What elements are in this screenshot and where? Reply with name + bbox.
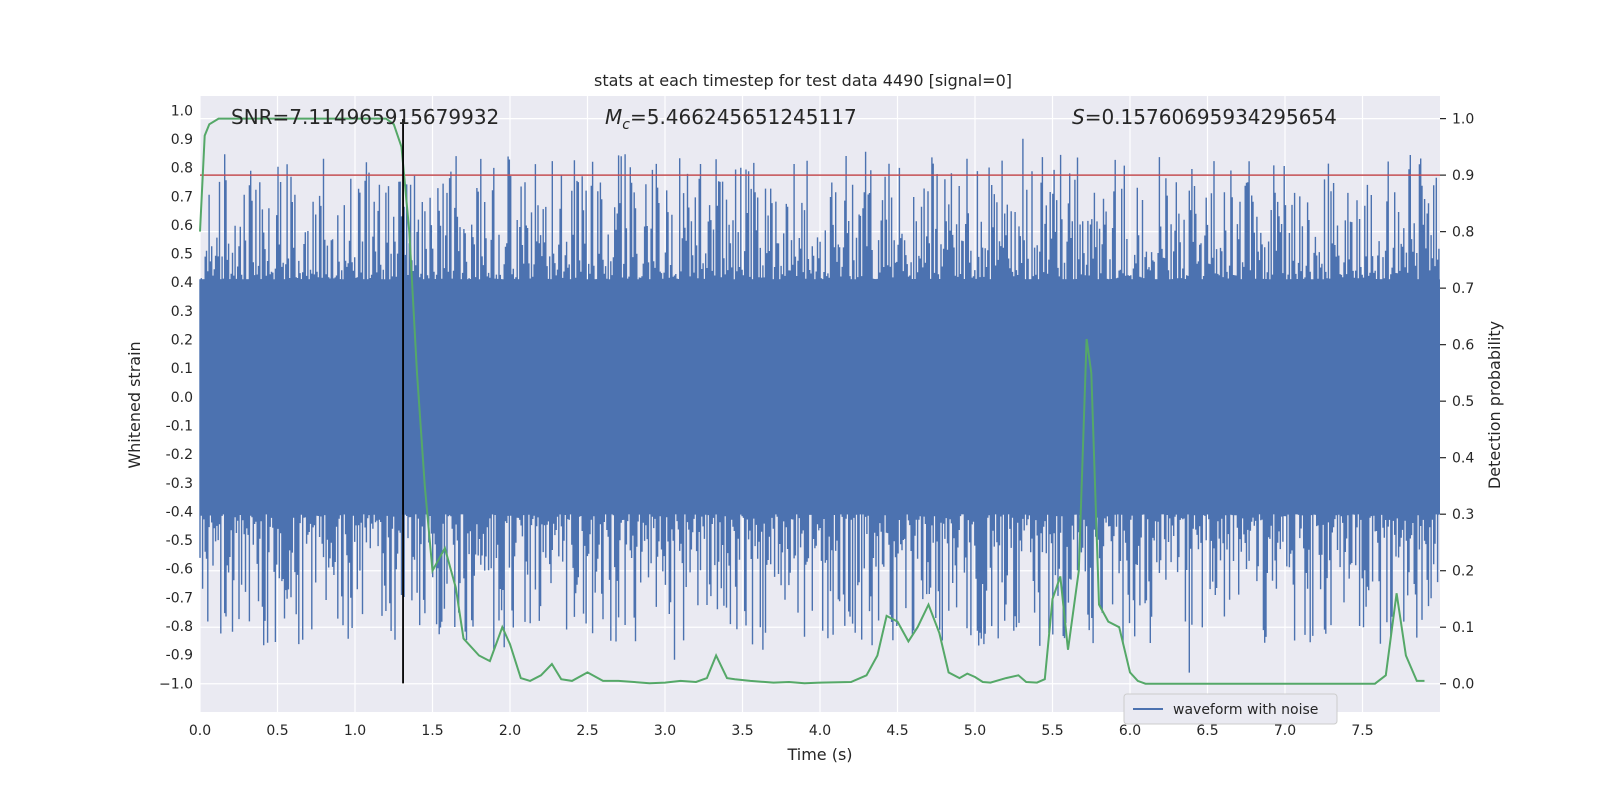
y-tick-label-7: 0.3 <box>171 304 193 320</box>
detection-probability-line <box>199 117 1425 685</box>
y-tick-label-17: -0.7 <box>166 590 193 606</box>
y-tick-label-14: -0.4 <box>166 504 193 520</box>
x-tick-label-1: 0.5 <box>266 723 288 739</box>
y-tick-label-3: 0.7 <box>171 189 193 205</box>
y2-tick-label-3: 0.7 <box>1452 281 1474 297</box>
s-annotation: S=0.15760695934295654 <box>1072 105 1337 129</box>
x-tick-label-13: 6.5 <box>1196 723 1218 739</box>
x-tick-label-9: 4.5 <box>886 723 908 739</box>
detection-probability-series <box>199 117 1425 685</box>
y2-tick-label-5: 0.5 <box>1452 394 1474 410</box>
waveform-with-noise-series <box>199 138 1440 673</box>
y-tick-label-8: 0.2 <box>171 333 193 349</box>
x-tick-label-15: 7.5 <box>1351 723 1373 739</box>
legend: waveform with noise <box>1123 693 1338 725</box>
chirp-mass-annotation: Mc=5.466245651245117 <box>605 105 857 133</box>
legend-box <box>1123 693 1338 725</box>
s-value: =0.15760695934295654 <box>1085 105 1337 129</box>
x-tick-label-5: 2.5 <box>576 723 598 739</box>
x-tick-label-11: 5.5 <box>1041 723 1063 739</box>
y-axis-ticks: 1.0 0.9 0.8 0.7 0.6 0.5 0.4 0.3 0.2 0.1 0.0 -0.1 -0.… <box>159 103 193 692</box>
x-tick-label-4: 2.0 <box>499 723 521 739</box>
y-tick-label-4: 0.6 <box>171 218 193 234</box>
y-tick-label-20: −1.0 <box>159 676 193 692</box>
x-axis-label: Time (s) <box>786 745 852 764</box>
x-tick-label-0: 0.0 <box>189 723 211 739</box>
x-tick-label-7: 3.5 <box>731 723 753 739</box>
y-tick-label-11: -0.1 <box>166 418 193 434</box>
y-axis-label: Whitened strain <box>125 341 144 468</box>
y2-axis-label: Detection probability <box>1485 321 1504 489</box>
y2-tick-label-2: 0.8 <box>1452 225 1474 241</box>
chirp-mass-symbol: M <box>605 105 622 129</box>
x-tick-label-3: 1.5 <box>421 723 443 739</box>
y-tick-label-0: 1.0 <box>171 103 193 119</box>
y-tick-label-19: -0.9 <box>166 648 193 664</box>
y-tick-label-18: -0.8 <box>166 619 193 635</box>
x-tick-label-2: 1.0 <box>344 723 366 739</box>
y2-tick-label-4: 0.6 <box>1452 338 1474 354</box>
y-tick-label-6: 0.4 <box>171 275 193 291</box>
chirp-mass-subscript: c <box>622 117 630 133</box>
legend-label: waveform with noise <box>1173 702 1318 718</box>
y-tick-label-9: 0.1 <box>171 361 193 377</box>
y2-tick-label-0: 1.0 <box>1452 112 1474 128</box>
y-tick-label-2: 0.8 <box>171 161 193 177</box>
chirp-mass-value: =5.466245651245117 <box>630 105 857 129</box>
y2-tick-label-8: 0.2 <box>1452 564 1474 580</box>
y-tick-label-5: 0.5 <box>171 247 193 263</box>
y-tick-label-10: 0.0 <box>171 390 193 406</box>
x-tick-label-12: 6.0 <box>1119 723 1141 739</box>
x-tick-label-8: 4.0 <box>809 723 831 739</box>
chart-title: stats at each timestep for test data 449… <box>594 71 1012 90</box>
y2-axis-ticks: 1.0 0.9 0.8 0.7 0.6 0.5 0.4 0.3 0.2 0.1 0.0 <box>1440 112 1474 693</box>
y-tick-label-1: 0.9 <box>171 132 193 148</box>
waveform-spikes <box>199 138 1440 673</box>
s-symbol: S <box>1072 105 1085 129</box>
y2-tick-label-1: 0.9 <box>1452 168 1474 184</box>
x-axis-ticks: 0.0 0.5 1.0 1.5 2.0 2.5 3.0 3.5 4.0 4.5 5.0 5.5 6.0 6… <box>189 723 1374 739</box>
y-tick-label-15: -0.5 <box>166 533 193 549</box>
y2-tick-label-7: 0.3 <box>1452 507 1474 523</box>
y2-tick-label-6: 0.4 <box>1452 451 1474 467</box>
y-tick-label-12: -0.2 <box>166 447 193 463</box>
x-tick-label-10: 5.0 <box>964 723 986 739</box>
y-tick-label-16: -0.6 <box>166 562 193 578</box>
y-tick-label-13: -0.3 <box>166 476 193 492</box>
snr-annotation: SNR=7.114965915679932 <box>231 105 499 129</box>
y2-tick-label-10: 0.0 <box>1452 677 1474 693</box>
x-tick-label-14: 7.0 <box>1274 723 1296 739</box>
x-tick-label-6: 3.0 <box>654 723 676 739</box>
y2-tick-label-9: 0.1 <box>1452 620 1474 636</box>
